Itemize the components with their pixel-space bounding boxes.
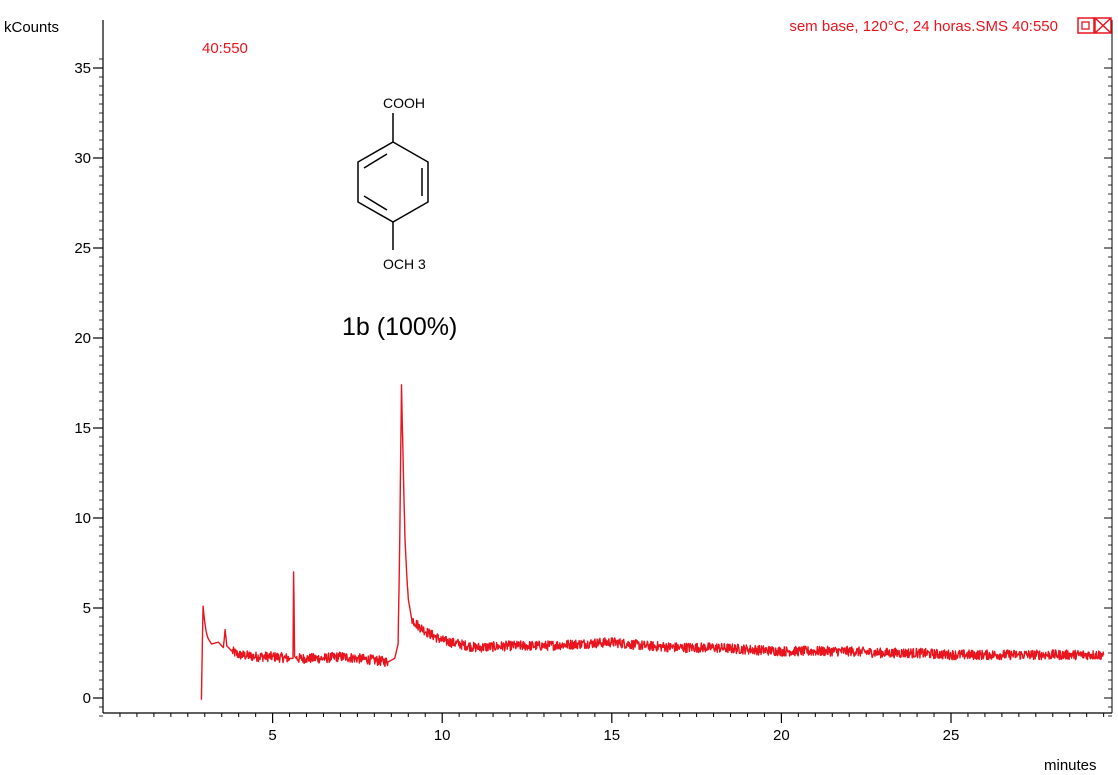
series-layer — [200, 384, 1105, 700]
x-tick-label: 25 — [943, 727, 960, 744]
plot-frame — [102, 20, 1113, 714]
chart-title: sem base, 120°C, 24 horas.SMS 40:550 — [789, 18, 1058, 35]
carboxyl-group: COOH — [383, 95, 425, 111]
x-tick-label: 20 — [773, 727, 790, 744]
y-tick-label: 15 — [74, 420, 91, 437]
y-tick-label: 5 — [83, 600, 91, 617]
methoxy-group: OCH 3 — [383, 256, 426, 272]
benzene-ring — [357, 113, 429, 250]
x-axis-ticks: 5 10 15 20 25 — [268, 713, 959, 744]
x-tick-label: 10 — [434, 727, 451, 744]
chemical-structure: COOH OCH 3 — [357, 95, 429, 272]
close-icon[interactable] — [1094, 17, 1112, 34]
restore-icon[interactable] — [1077, 17, 1095, 34]
y-tick-label: 35 — [74, 60, 91, 77]
trace-label: 40:550 — [202, 40, 248, 57]
x-tick-label: 5 — [268, 727, 276, 744]
y-axis-ticks: 0 5 10 15 20 25 30 35 — [74, 60, 1112, 707]
minor-ticks — [99, 58, 1112, 717]
y-axis-label: kCounts — [4, 19, 59, 36]
y-tick-label: 30 — [74, 150, 91, 167]
series-line — [200, 384, 1105, 700]
compound-label: 1b (100%) — [342, 313, 457, 341]
y-tick-label: 10 — [74, 510, 91, 527]
x-axis-label: minutes — [1044, 757, 1097, 774]
x-tick-label: 15 — [603, 727, 620, 744]
y-tick-label: 0 — [83, 690, 91, 707]
y-tick-label: 25 — [74, 240, 91, 257]
y-tick-label: 20 — [74, 330, 91, 347]
